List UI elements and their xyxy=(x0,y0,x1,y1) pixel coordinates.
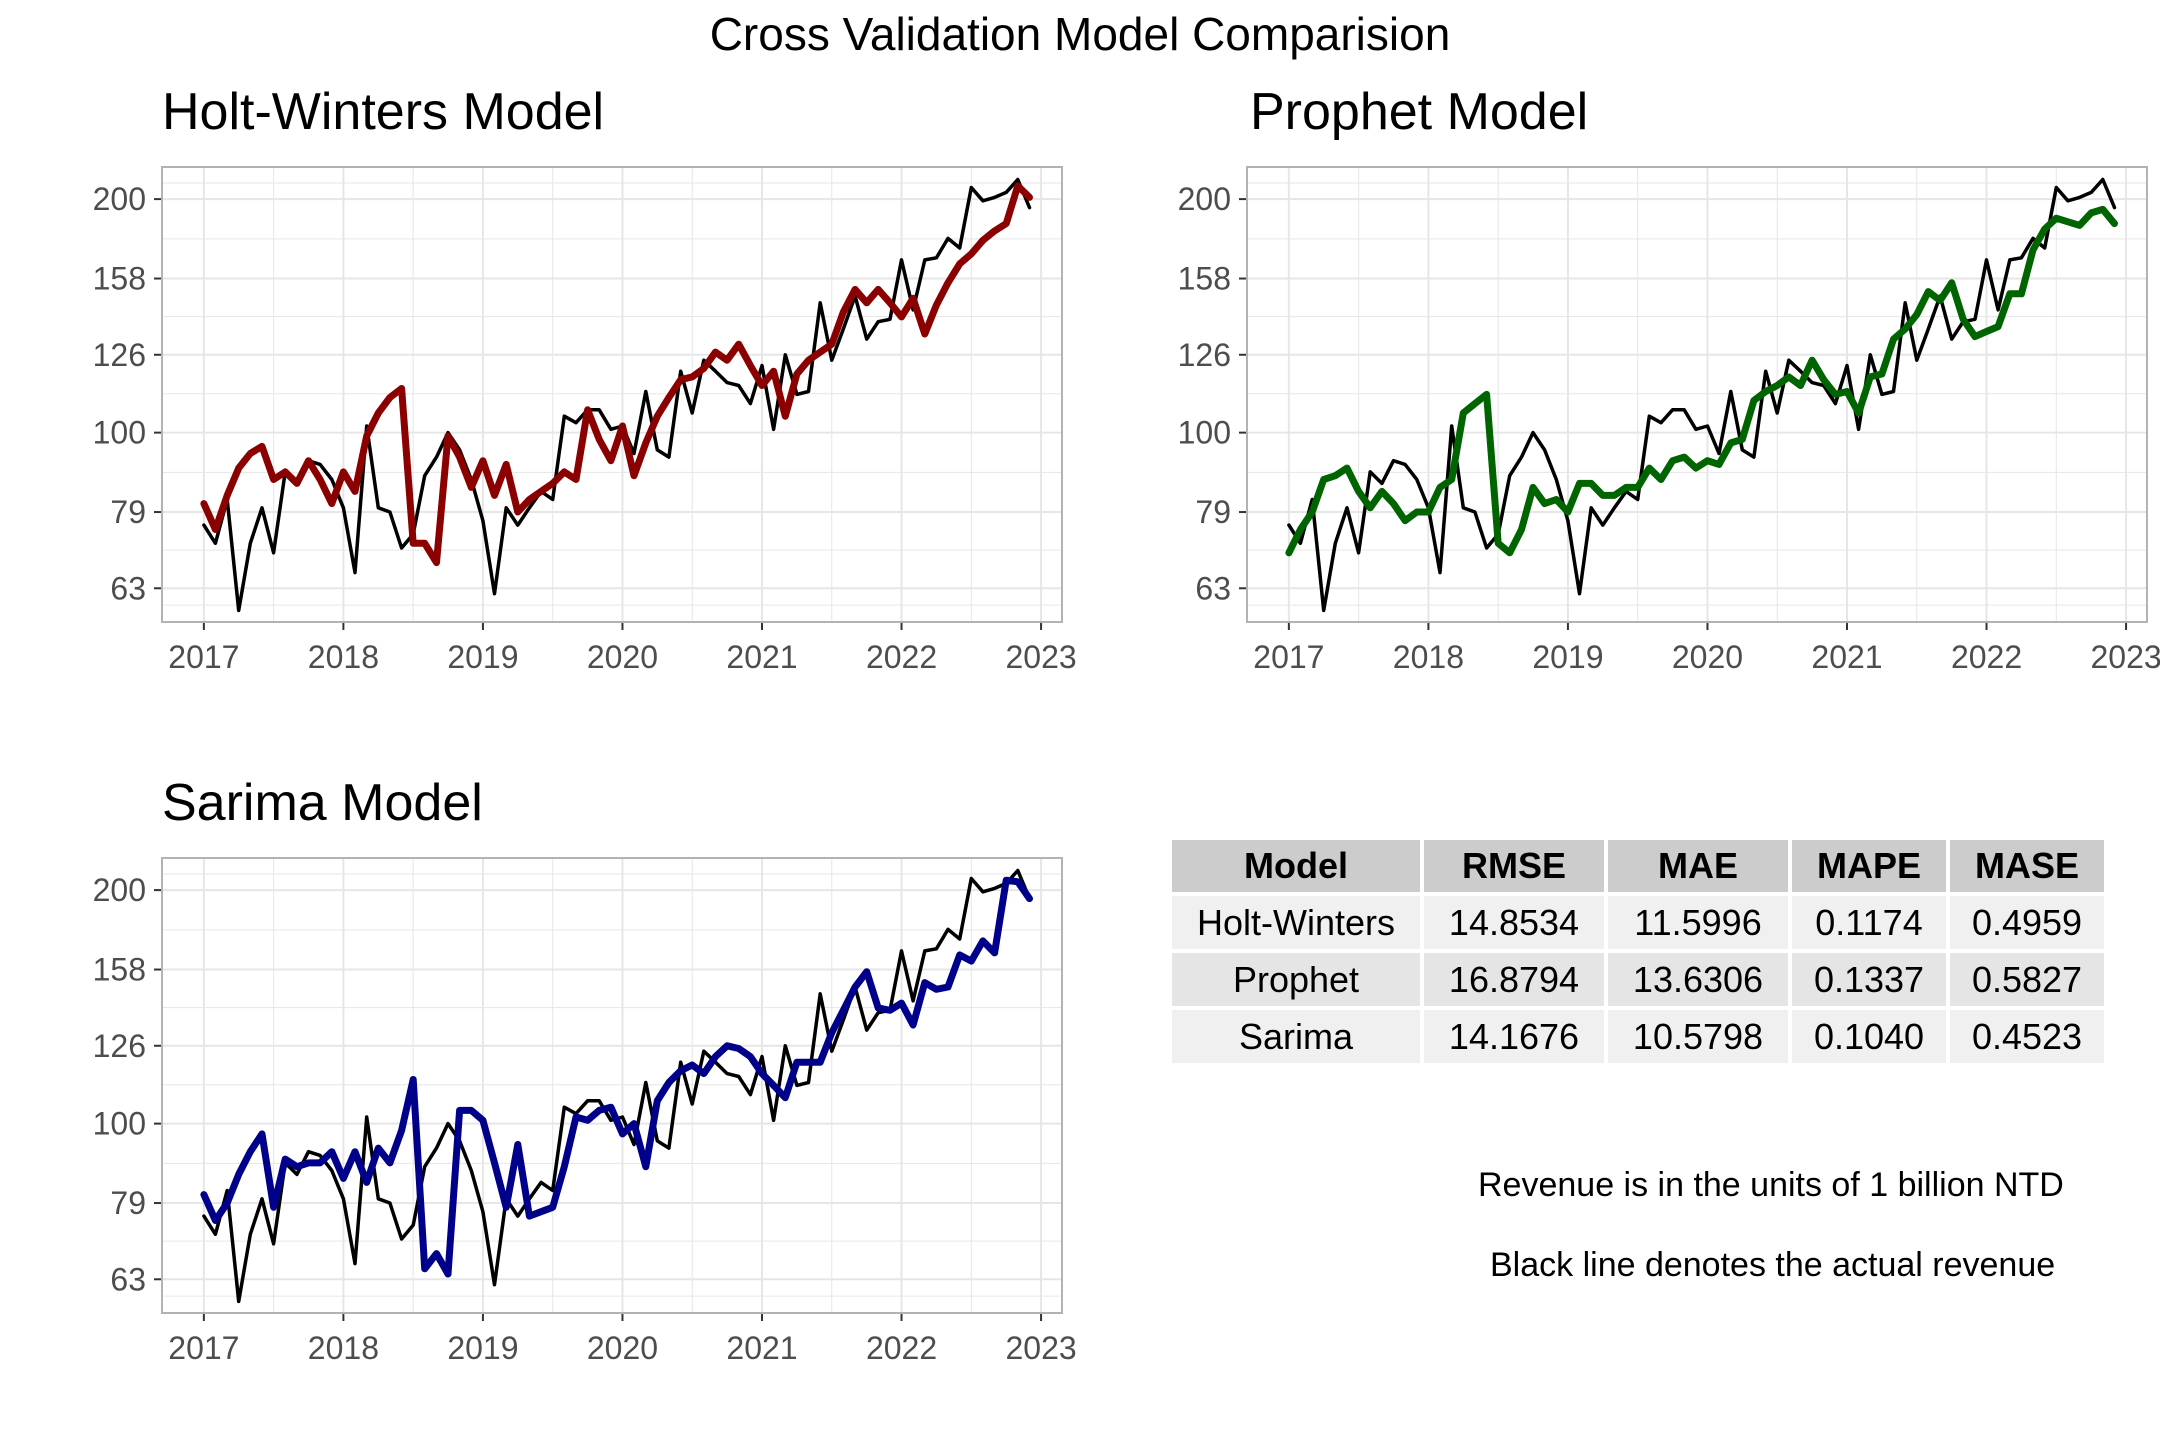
panel-sarima: Sarima Model 2017 2018 2019 2020 2021 2022 202… xyxy=(93,774,1077,1366)
x-tick-label: 2017 xyxy=(1253,639,1324,675)
table-header-mape: MAPE xyxy=(1792,840,1946,892)
x-tick-label: 2018 xyxy=(308,1330,379,1366)
panel-holt-winters: Holt-Winters Model 2017 2018 2019 2020 2021 2… xyxy=(93,83,1077,675)
y-tick-label: 79 xyxy=(110,1185,146,1221)
x-tick-label: 2023 xyxy=(1005,639,1076,675)
y-tick-label: 126 xyxy=(1178,337,1231,373)
y-tick-label: 158 xyxy=(93,261,146,297)
table-cell-mase: 0.4523 xyxy=(1950,1010,2104,1063)
table-row: Holt-Winters 14.8534 11.5996 0.1174 0.49… xyxy=(1172,896,2104,949)
panel-title-sarima: Sarima Model xyxy=(162,774,483,832)
table-cell-model: Prophet xyxy=(1172,953,1420,1006)
y-tick-label: 200 xyxy=(93,181,146,217)
panel-border xyxy=(161,166,1063,623)
table-cell-rmse: 14.8534 xyxy=(1424,896,1604,949)
units-note: Revenue is in the units of 1 billion NTD xyxy=(1478,1166,2064,1204)
y-tick-label: 158 xyxy=(93,952,146,988)
x-tick-label: 2022 xyxy=(866,1330,937,1366)
y-tick-label: 63 xyxy=(1195,570,1231,606)
table-cell-mape: 0.1040 xyxy=(1792,1010,1946,1063)
y-tick-label: 79 xyxy=(110,494,146,530)
table-row: Prophet 16.8794 13.6306 0.1337 0.5827 xyxy=(1172,953,2104,1006)
y-tick-label: 79 xyxy=(1195,494,1231,530)
y-tick-label: 63 xyxy=(110,570,146,606)
panel-title-holt-winters: Holt-Winters Model xyxy=(162,83,604,141)
x-tick-label: 2018 xyxy=(1393,639,1464,675)
x-tick-label: 2020 xyxy=(587,639,658,675)
x-tick-label: 2018 xyxy=(308,639,379,675)
x-tick-label: 2020 xyxy=(1672,639,1743,675)
panel-title-prophet: Prophet Model xyxy=(1250,83,1588,141)
panel-prophet: Prophet Model 2017 2018 2019 2020 2021 2022 20… xyxy=(1178,83,2160,675)
metrics-table: Model RMSE MAE MAPE MASE Holt-Winters 14… xyxy=(1168,836,2108,1067)
table-cell-model: Sarima xyxy=(1172,1010,1420,1063)
x-tick-label: 2022 xyxy=(866,639,937,675)
figure-title: Cross Validation Model Comparision xyxy=(709,8,1451,60)
x-tick-label: 2019 xyxy=(1532,639,1603,675)
table-header-rmse: RMSE xyxy=(1424,840,1604,892)
table-header-model: Model xyxy=(1172,840,1420,892)
x-tick-label: 2019 xyxy=(447,1330,518,1366)
panel-border xyxy=(1246,166,2148,623)
table-cell-mase: 0.4959 xyxy=(1950,896,2104,949)
panel-border xyxy=(161,857,1063,1314)
grid xyxy=(1247,167,2147,622)
table-cell-rmse: 14.1676 xyxy=(1424,1010,1604,1063)
x-tick-label: 2017 xyxy=(168,1330,239,1366)
y-tick-label: 126 xyxy=(93,1028,146,1064)
table-header-mae: MAE xyxy=(1608,840,1788,892)
actual-line-note: Black line denotes the actual revenue xyxy=(1490,1246,2056,1284)
x-tick-label: 2021 xyxy=(1811,639,1882,675)
forecast-line xyxy=(200,182,1033,567)
x-tick-label: 2021 xyxy=(726,639,797,675)
table-cell-mape: 0.1337 xyxy=(1792,953,1946,1006)
table-cell-mae: 13.6306 xyxy=(1608,953,1788,1006)
y-tick-label: 100 xyxy=(93,1106,146,1142)
table-cell-rmse: 16.8794 xyxy=(1424,953,1604,1006)
y-tick-label: 100 xyxy=(93,415,146,451)
table-cell-model: Holt-Winters xyxy=(1172,896,1420,949)
y-tick-label: 158 xyxy=(1178,261,1231,297)
grid xyxy=(162,167,1062,622)
table-header-row: Model RMSE MAE MAPE MASE xyxy=(1172,840,2104,892)
table-cell-mape: 0.1174 xyxy=(1792,896,1946,949)
actual-revenue-line xyxy=(1287,177,2117,613)
x-tick-label: 2017 xyxy=(168,639,239,675)
actual-revenue-line xyxy=(202,868,1032,1304)
actual-revenue-line xyxy=(202,177,1032,613)
table-cell-mae: 11.5996 xyxy=(1608,896,1788,949)
y-tick-label: 200 xyxy=(1178,181,1231,217)
table-header-mase: MASE xyxy=(1950,840,2104,892)
y-tick-label: 100 xyxy=(1178,415,1231,451)
y-tick-label: 63 xyxy=(110,1261,146,1297)
forecast-line xyxy=(200,876,1033,1278)
y-tick-label: 200 xyxy=(93,872,146,908)
table-row: Sarima 14.1676 10.5798 0.1040 0.4523 xyxy=(1172,1010,2104,1063)
y-tick-label: 126 xyxy=(93,337,146,373)
x-tick-label: 2020 xyxy=(587,1330,658,1366)
x-tick-label: 2023 xyxy=(2090,639,2160,675)
x-tick-label: 2023 xyxy=(1005,1330,1076,1366)
table-cell-mae: 10.5798 xyxy=(1608,1010,1788,1063)
x-tick-label: 2022 xyxy=(1951,639,2022,675)
x-tick-label: 2019 xyxy=(447,639,518,675)
forecast-line xyxy=(1285,205,2118,557)
table-cell-mase: 0.5827 xyxy=(1950,953,2104,1006)
grid xyxy=(162,858,1062,1313)
x-tick-label: 2021 xyxy=(726,1330,797,1366)
